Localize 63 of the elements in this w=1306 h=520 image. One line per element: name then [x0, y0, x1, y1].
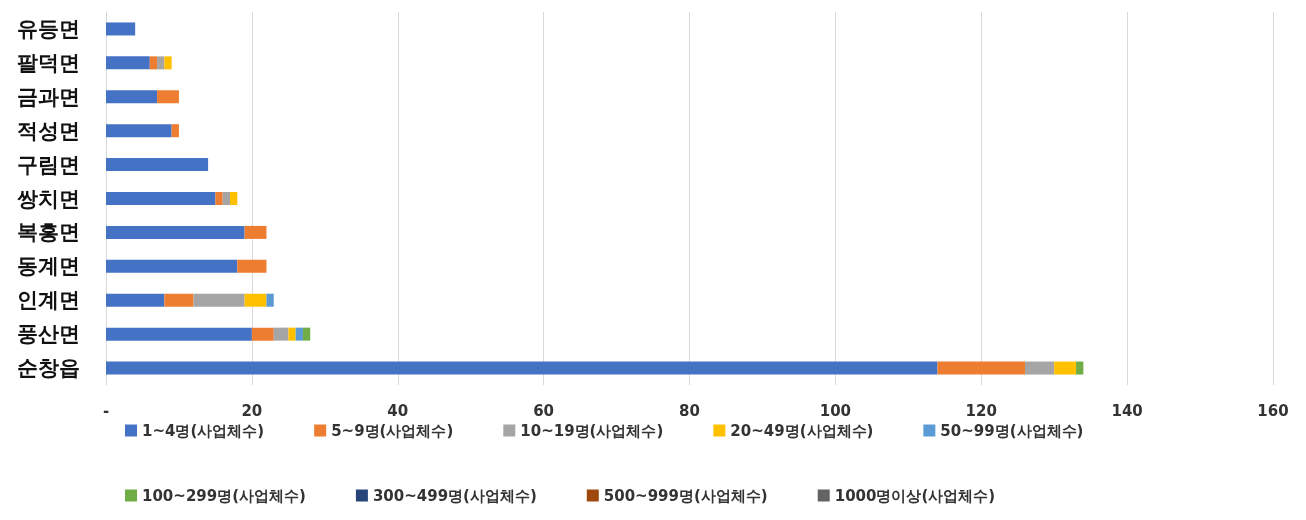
legend-label: 300~499명(사업체수)	[372, 486, 537, 505]
y-tick-label: 동계면	[17, 254, 80, 279]
x-tick-label: 120	[965, 401, 997, 420]
bar	[157, 56, 165, 70]
legend-label: 1000명이상(사업체수)	[834, 486, 996, 505]
x-tick-label: 20	[241, 401, 263, 420]
bar	[193, 293, 245, 307]
bar	[157, 90, 179, 104]
bar	[106, 293, 165, 307]
bar	[215, 192, 223, 205]
x-tick-label: 80	[679, 401, 700, 420]
bar	[222, 192, 230, 205]
bar	[273, 327, 289, 341]
bar	[288, 327, 296, 341]
legend-label: 500~999명(사업체수)	[603, 486, 768, 505]
x-tick-label: -	[102, 401, 110, 420]
bar	[251, 327, 274, 341]
legend-label: 1~4명(사업체수)	[142, 421, 265, 440]
bar	[106, 158, 209, 172]
y-tick-label: 유등면	[17, 16, 80, 41]
y-tick-label: 복흥면	[17, 220, 80, 245]
x-tick-label: 160	[1257, 401, 1289, 420]
bar	[106, 22, 136, 36]
legend-label: 100~299명(사업체수)	[142, 486, 306, 505]
bar	[1025, 361, 1055, 375]
y-tick-label: 구림면	[17, 152, 80, 177]
bar	[1076, 361, 1084, 375]
y-tick-label: 쌍치면	[17, 186, 80, 211]
bar	[171, 124, 179, 138]
y-tick-label: 금과면	[17, 84, 80, 109]
legend-label: 10~19명(사업체수)	[520, 421, 664, 440]
bar	[237, 259, 267, 273]
bar	[106, 90, 158, 104]
bar	[106, 56, 150, 70]
legend-label: 20~49명(사업체수)	[730, 421, 874, 440]
bar	[106, 327, 252, 341]
x-tick-label: 100	[819, 401, 852, 420]
x-tick-label: 40	[387, 401, 409, 420]
bar	[164, 56, 172, 70]
bar	[106, 259, 238, 273]
bar	[106, 124, 172, 138]
y-tick-label: 인계면	[17, 288, 80, 313]
x-tick-label: 140	[1111, 401, 1143, 420]
bar	[266, 293, 274, 307]
bar	[244, 225, 267, 239]
legend-label: 50~99명(사업체수)	[940, 421, 1084, 440]
y-tick-label: 순창읍	[17, 356, 80, 381]
bar	[149, 56, 158, 70]
bar	[295, 327, 303, 341]
bar	[302, 327, 311, 341]
bar	[106, 192, 216, 205]
x-tick-label: 60	[533, 401, 555, 420]
bar	[1054, 361, 1077, 375]
bar	[229, 192, 238, 205]
bar	[106, 361, 938, 375]
legend-label: 5~9명(사업체수)	[331, 421, 454, 440]
bar	[937, 361, 1026, 375]
bar	[244, 293, 267, 307]
bar	[164, 293, 194, 307]
bar	[106, 225, 245, 239]
y-tick-label: 팔덕면	[17, 50, 80, 75]
y-tick-label: 적성면	[17, 118, 80, 143]
y-tick-label: 풍산면	[17, 322, 80, 347]
